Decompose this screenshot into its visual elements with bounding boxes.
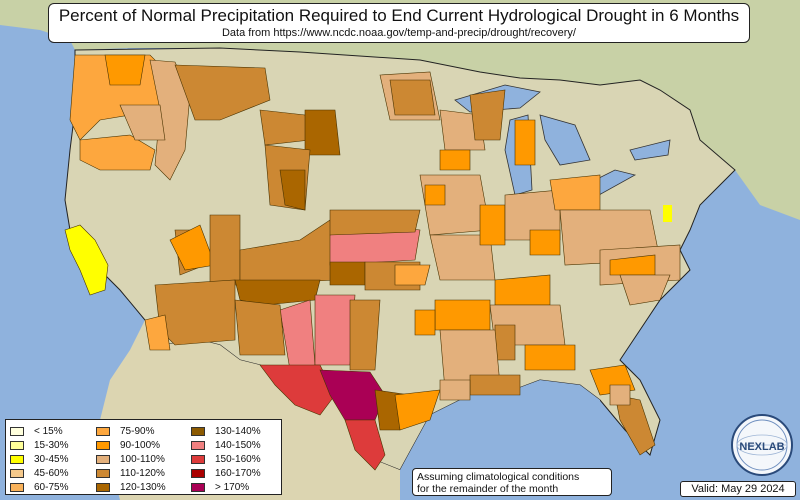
- legend-item: 75-90%: [96, 424, 166, 438]
- legend-item: 90-100%: [96, 438, 166, 452]
- legend-item: 60-75%: [10, 480, 68, 494]
- legend-column-2: 75-90% 90-100% 100-110% 110-120% 120-130…: [96, 424, 166, 494]
- legend-item: 100-110%: [96, 452, 166, 466]
- legend-item: 15-30%: [10, 438, 68, 452]
- legend-item: 150-160%: [191, 452, 261, 466]
- note-line-1: Assuming climatological conditions: [417, 471, 580, 483]
- map-title: Percent of Normal Precipitation Required…: [58, 6, 740, 25]
- map-subtitle: Data from https://www.ncdc.noaa.gov/temp…: [221, 27, 576, 39]
- canada-landmass: [0, 0, 800, 220]
- note-line-2: for the remainder of the month: [417, 483, 559, 495]
- legend-item: 130-140%: [191, 424, 261, 438]
- title-box: Percent of Normal Precipitation Required…: [48, 3, 750, 43]
- legend-item: 45-60%: [10, 466, 68, 480]
- nexlab-logo: NEXLAB: [731, 414, 793, 476]
- valid-date: Valid: May 29 2024: [680, 481, 796, 497]
- assumption-note: Assuming climatological conditions for t…: [412, 468, 612, 496]
- chesapeake-region: [663, 205, 672, 222]
- legend-item: < 15%: [10, 424, 68, 438]
- drought-regions: [64, 54, 681, 471]
- legend-item: > 170%: [191, 480, 261, 494]
- legend-item: 140-150%: [191, 438, 261, 452]
- legend-item: 30-45%: [10, 452, 68, 466]
- legend-column-1: < 15% 15-30% 30-45% 45-60% 60-75%: [10, 424, 68, 494]
- legend-column-3: 130-140% 140-150% 150-160% 160-170% > 17…: [191, 424, 261, 494]
- legend-item: 160-170%: [191, 466, 261, 480]
- legend-item: 120-130%: [96, 480, 166, 494]
- logo-text: NEXLAB: [739, 441, 784, 453]
- legend-item: 110-120%: [96, 466, 166, 480]
- legend: < 15% 15-30% 30-45% 45-60% 60-75% 75-90%…: [5, 419, 282, 495]
